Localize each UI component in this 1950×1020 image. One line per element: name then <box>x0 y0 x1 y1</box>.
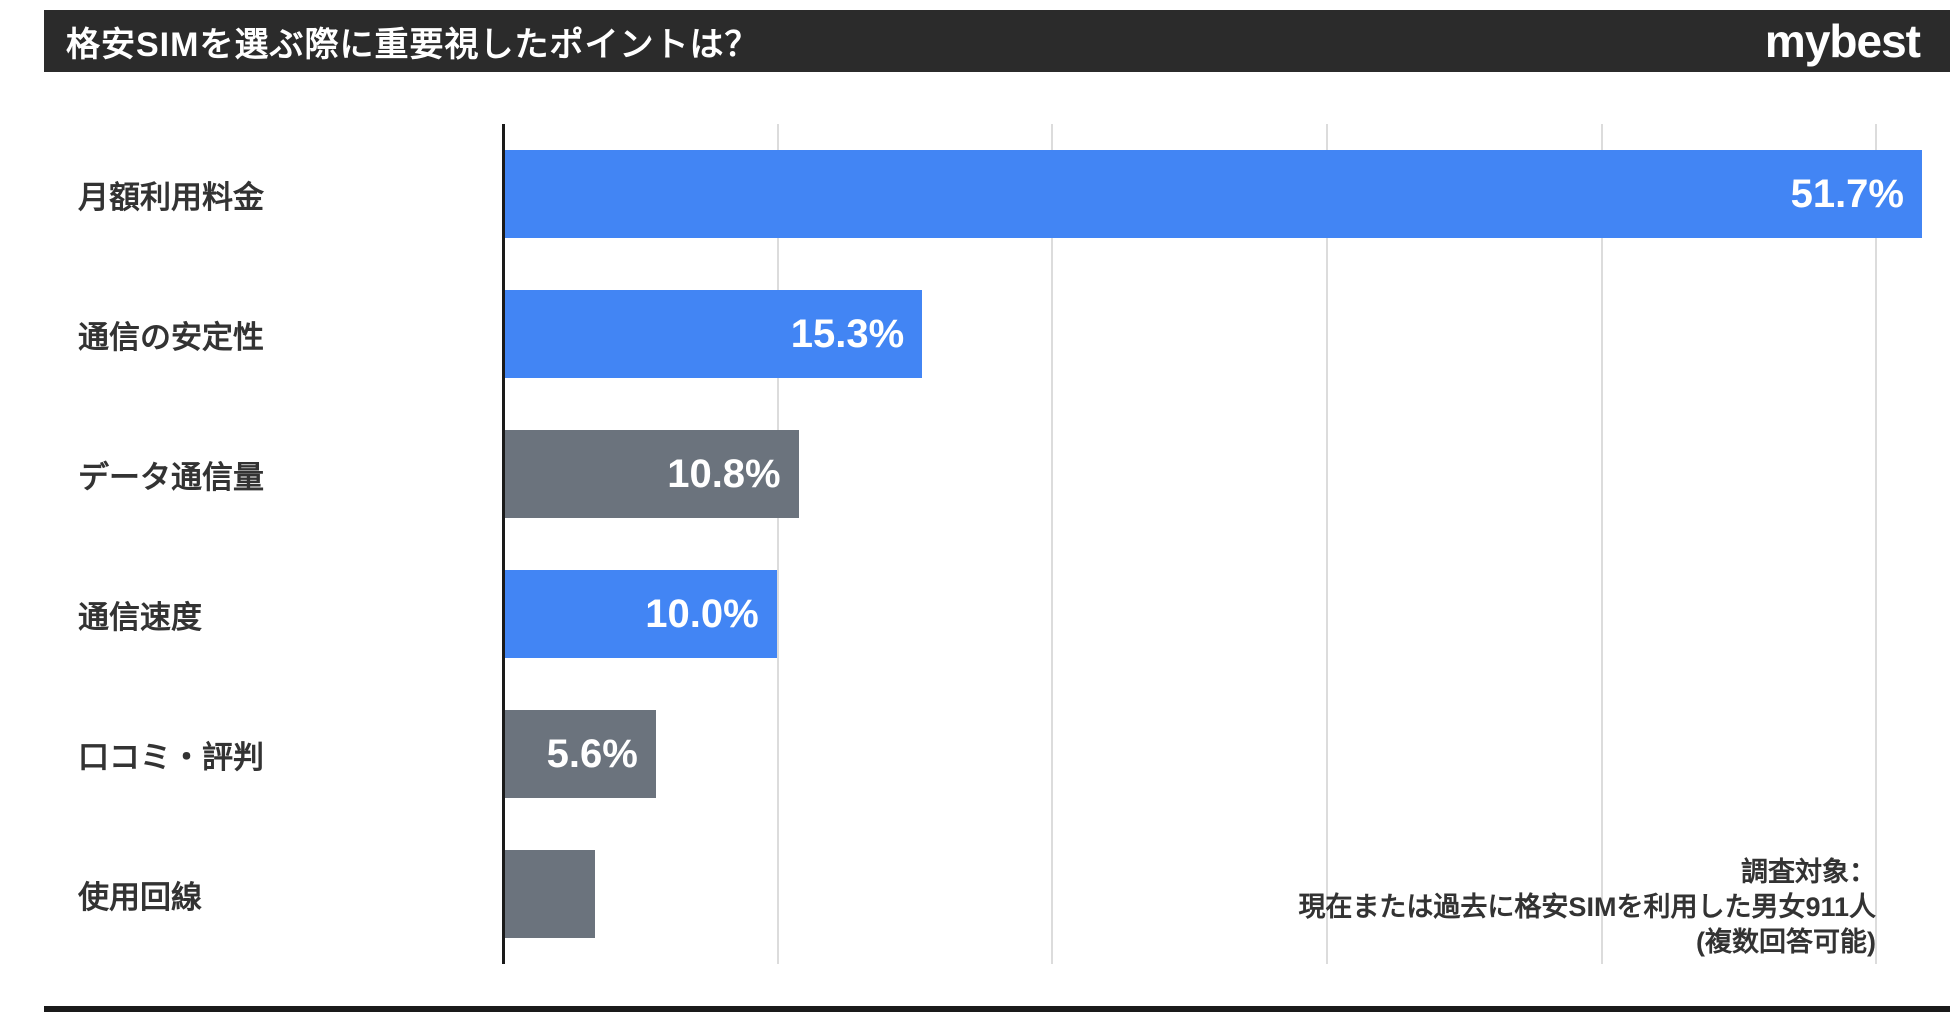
page-title: 格安SIMを選ぶ際に重要視したポイントは？ <box>66 25 760 64</box>
grid-overlay <box>502 124 1922 964</box>
header-bar: 格安SIMを選ぶ際に重要視したポイントは？ mybest <box>44 10 1950 72</box>
bar: 15.3% <box>502 290 923 378</box>
mybest-logo: mybest <box>1764 15 1921 67</box>
row-plot: 10.0% <box>502 544 1922 684</box>
chart-row: 口コミ・評判 5.6% <box>0 684 1950 824</box>
category-label: 通信速度 <box>78 599 202 635</box>
category-label: 通信の安定性 <box>78 319 264 355</box>
gridline <box>1325 124 1328 964</box>
bottom-rule <box>44 1006 1950 1012</box>
survey-note-line: 現在または過去に格安SIMを利用した男女911人 <box>1298 891 1876 922</box>
bar <box>502 850 596 938</box>
chart-row: 月額利用料金 51.7% <box>0 124 1950 264</box>
category-label: 口コミ・評判 <box>78 739 264 775</box>
chart-row: 通信の安定性 15.3% <box>0 264 1950 404</box>
gridline <box>1600 124 1603 964</box>
row-plot: 51.7% <box>502 124 1922 264</box>
chart-row: 通信速度 10.0% <box>0 544 1950 684</box>
category-label: データ通信量 <box>78 459 264 495</box>
gridline <box>1875 124 1878 964</box>
bar-value-label: 10.8% <box>667 451 781 496</box>
bar: 10.0% <box>502 570 777 658</box>
bar-value-label: 51.7% <box>1790 171 1904 216</box>
gridline <box>1051 124 1054 964</box>
bar-chart: 月額利用料金 51.7% 通信の安定性 15.3% データ通信量 10.8% 通信速度 10.… <box>0 124 1950 964</box>
bar: 10.8% <box>502 430 799 518</box>
chart-row: 使用回線 <box>0 824 1950 964</box>
survey-note-line: 調査対象： <box>1741 856 1876 887</box>
gridline <box>776 124 779 964</box>
bar: 51.7% <box>502 150 1922 238</box>
survey-note: 調査対象： 現在または過去に格安SIMを利用した男女911人 (複数回答可能) <box>1298 855 1876 960</box>
row-plot <box>502 824 1922 964</box>
row-plot: 5.6% <box>502 684 1922 824</box>
chart-row: データ通信量 10.8% <box>0 404 1950 544</box>
y-axis-line <box>502 124 505 964</box>
bar-value-label: 5.6% <box>546 731 638 776</box>
bar: 5.6% <box>502 710 656 798</box>
row-plot: 15.3% <box>502 264 1922 404</box>
bar-value-label: 15.3% <box>790 311 905 356</box>
row-plot: 10.8% <box>502 404 1922 544</box>
category-label: 使用回線 <box>78 879 202 915</box>
survey-note-line: (複数回答可能) <box>1696 926 1876 957</box>
chart-rows: 月額利用料金 51.7% 通信の安定性 15.3% データ通信量 10.8% 通信速度 10.… <box>0 124 1950 964</box>
bar-value-label: 10.0% <box>645 591 759 636</box>
category-label: 月額利用料金 <box>78 179 264 215</box>
